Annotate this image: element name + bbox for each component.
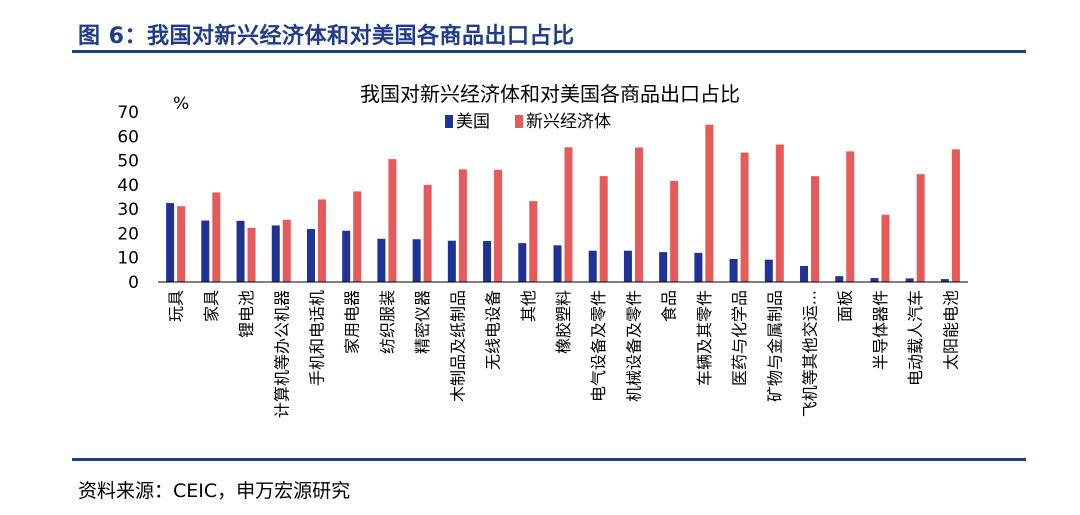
bar-us [342,230,351,282]
bar-us [870,278,879,282]
bar-emerging [916,174,925,282]
bar-us [447,240,456,282]
bar-emerging [881,214,890,282]
x-tick-label: 家用电器 [343,290,362,354]
bar-us [764,259,773,282]
x-tick-label: 木制品及纸制品 [448,290,467,402]
bar-us [588,250,597,282]
legend-swatch-emerging [515,115,523,128]
bar-emerging [670,180,679,282]
x-tick-label: 机械设备及零件 [624,290,643,402]
x-tick-label: 纺织服装 [378,290,397,354]
bars [166,124,960,282]
bar-emerging [388,159,397,282]
bar-emerging [705,124,714,282]
bar-us [800,265,809,282]
bar-us [518,243,527,282]
bottom-rule [72,458,1026,461]
bar-emerging [458,169,467,282]
x-tick-label: 食品 [660,290,679,322]
x-tick-label: 锂电池 [237,290,256,338]
x-tick-label: 无线电设备 [484,290,503,370]
bar-us [236,220,245,282]
y-axis-ticks: 0 10 20 30 40 50 60 70 [117,103,139,293]
y-tick-label: 50 [117,152,139,172]
bar-us [271,225,280,282]
bar-us [905,278,914,282]
y-tick-label: 30 [117,200,139,220]
bar-us [166,203,175,282]
bar-us [377,238,386,282]
bar-us [412,239,421,282]
x-tick-label: 电气设备及零件 [589,290,608,402]
x-tick-label: 手机和电话机 [307,290,326,386]
bar-emerging [494,169,503,282]
x-tick-label: 矿物与金属制品 [765,290,784,402]
x-tick-label: 玩具 [167,290,186,322]
bar-emerging [811,176,820,282]
x-tick-label: 精密仪器 [413,290,432,354]
figure-title: 图 6：我国对新兴经济体和对美国各商品出口占比 [78,24,575,49]
bar-us [201,220,210,282]
bar-us [835,276,844,282]
x-tick-label: 面板 [836,290,855,322]
x-tick-label: 车辆及其零件 [695,290,714,386]
x-tick-label: 飞机等其他交运... [801,290,820,417]
x-tick-label: 半导体器件 [871,290,890,370]
bar-emerging [846,151,855,282]
y-axis-unit: % [173,94,189,114]
bar-emerging [423,184,432,282]
bar-emerging [564,147,573,282]
legend-label-emerging: 新兴经济体 [526,112,611,132]
y-tick-label: 70 [117,103,139,123]
legend-swatch-us [445,115,453,128]
x-tick-label: 电动载人汽车 [906,290,925,386]
y-tick-label: 0 [128,273,139,293]
bar-emerging [212,192,221,282]
bar-emerging [775,144,784,282]
x-axis-ticks: 玩具 家具 锂电池 计算机等办公机器 手机和电话机 家用电器 纺织服装 精密仪器 木制品及纸制品… [167,290,961,418]
x-tick-label: 家具 [202,290,221,322]
bar-emerging [247,227,256,282]
bar-us [553,245,562,282]
bar-us [306,229,315,282]
bar-us [694,252,703,282]
legend-label-us: 美国 [456,112,490,132]
x-tick-label: 计算机等办公机器 [272,290,291,418]
bar-emerging [529,201,538,282]
x-tick-label: 医药与化学品 [730,290,749,386]
bar-us [483,240,492,282]
bar-emerging [634,147,643,282]
y-tick-label: 10 [117,249,139,269]
x-tick-label: 太阳能电池 [941,290,960,370]
bar-us [623,250,632,282]
y-tick-label: 60 [117,127,139,147]
y-tick-label: 20 [117,224,139,244]
chart-title: 我国对新兴经济体和对美国各商品出口占比 [360,82,740,106]
bar-emerging [951,149,960,282]
source-note: 资料来源：CEIC，申万宏源研究 [78,480,351,502]
bar-us [729,258,738,282]
y-tick-label: 40 [117,176,139,196]
legend: 美国 新兴经济体 [445,112,611,132]
bar-us [940,279,949,282]
bar-emerging [353,191,362,282]
bar-emerging [599,176,608,282]
bar-emerging [282,219,291,282]
x-tick-label: 橡胶塑料 [554,290,573,354]
x-tick-label: 其他 [519,290,538,322]
bar-us [659,252,668,282]
bar-emerging [177,206,186,282]
bar-emerging [740,152,749,282]
bar-emerging [317,199,326,282]
top-rule [72,50,1026,53]
